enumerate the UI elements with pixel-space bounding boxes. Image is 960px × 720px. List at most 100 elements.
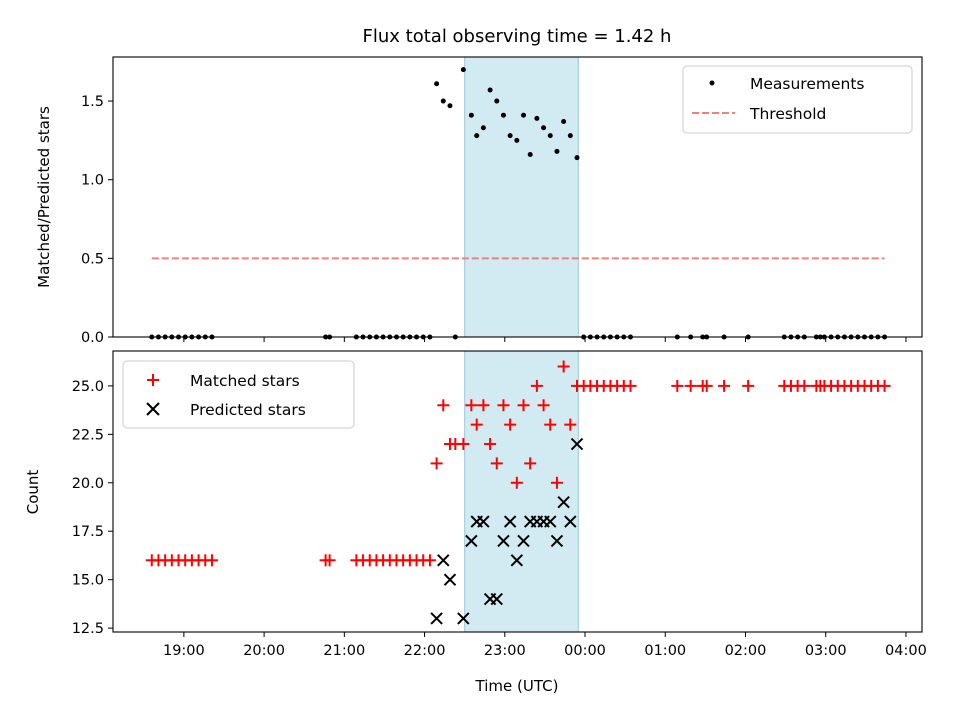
measurement-point xyxy=(527,152,533,158)
measurement-point xyxy=(494,98,500,104)
top-x-ticks xyxy=(183,337,907,342)
matched-star-point xyxy=(517,399,530,412)
top-panel: 0.0 0.5 1.0 1.5 Matched/Predicted stars Mea… xyxy=(35,56,923,346)
predicted-star-point xyxy=(544,515,557,528)
matched-star-point xyxy=(457,438,470,451)
x-tick-label: 02:00 xyxy=(725,643,767,659)
bottom-y-tick-label: 17.5 xyxy=(72,524,104,540)
matched-star-point xyxy=(700,379,713,392)
predicted-star-point xyxy=(465,534,478,548)
matched-star-point xyxy=(742,379,755,392)
legend-predicted-marker xyxy=(146,402,160,416)
legend-matched-label: Matched stars xyxy=(190,372,300,390)
measurement-point xyxy=(554,148,560,154)
measurement-point xyxy=(507,133,513,139)
matched-star-point xyxy=(490,457,503,470)
bottom-y-tick-label: 22.5 xyxy=(72,427,104,443)
measurement-point xyxy=(487,87,493,93)
predicted-star-point xyxy=(497,534,510,548)
matched-star-point xyxy=(544,418,557,431)
top-y-ticks: 0.0 0.5 1.0 1.5 xyxy=(81,94,113,346)
measurement-point xyxy=(440,98,446,104)
predicted-star-point xyxy=(557,495,570,509)
bottom-y-tick-label: 12.5 xyxy=(72,621,104,637)
matched-star-point xyxy=(564,418,577,431)
matched-star-point xyxy=(684,379,697,392)
matched-star-point xyxy=(423,554,436,567)
matched-star-point xyxy=(550,476,563,489)
matched-star-point xyxy=(497,399,510,412)
bottom-y-axis-label: Count xyxy=(24,470,42,515)
x-tick-label: 03:00 xyxy=(805,643,847,659)
matched-star-point xyxy=(205,554,218,567)
legend-matched-marker xyxy=(147,374,159,386)
measurement-point xyxy=(500,112,506,118)
top-y-tick-label: 1.5 xyxy=(81,94,104,110)
matched-star-point xyxy=(430,457,443,470)
measurement-point xyxy=(547,133,553,139)
predicted-star-point xyxy=(564,515,577,528)
predicted-star-point xyxy=(517,534,530,548)
matched-star-point xyxy=(624,379,637,392)
top-marks xyxy=(149,67,888,340)
measurement-point xyxy=(460,67,466,73)
matched-star-point xyxy=(798,379,811,392)
x-tick-label: 00:00 xyxy=(564,643,606,659)
measurement-point xyxy=(514,137,520,143)
top-shaded-region xyxy=(464,56,579,338)
predicted-star-point xyxy=(457,612,470,625)
matched-star-point xyxy=(537,399,550,412)
matched-star-point xyxy=(437,399,450,412)
predicted-star-point xyxy=(437,554,450,567)
bottom-legend: Matched stars Predicted stars xyxy=(122,360,355,429)
matched-star-point xyxy=(465,399,478,412)
matched-star-point xyxy=(557,360,570,373)
measurement-point xyxy=(561,118,567,124)
measurement-point xyxy=(447,103,453,109)
predicted-star-point xyxy=(477,515,490,528)
top-axes-frame xyxy=(112,56,923,338)
bottom-legend-box xyxy=(122,360,355,429)
bottom-y-tick-label: 25.0 xyxy=(72,379,104,395)
matched-star-point xyxy=(530,379,543,392)
matched-star-point xyxy=(477,399,490,412)
x-axis-label: Time (UTC) xyxy=(475,677,559,695)
x-tick-label: 23:00 xyxy=(484,643,526,659)
predicted-star-point xyxy=(490,592,503,606)
bottom-y-tick-label: 20.0 xyxy=(72,476,104,492)
predicted-star-point xyxy=(550,534,564,548)
measurement-point xyxy=(541,125,547,131)
legend-measurements-marker xyxy=(709,80,715,86)
predicted-star-point xyxy=(443,573,457,586)
top-y-axis-label: Matched/Predicted stars xyxy=(35,106,53,288)
predicted-star-point xyxy=(570,437,584,451)
predicted-star-point xyxy=(510,554,524,567)
top-y-tick-label: 0.0 xyxy=(81,330,104,346)
bottom-y-ticks: 12.5 15.0 17.5 20.0 22.5 25.0 xyxy=(72,379,113,637)
bottom-x-ticks: 19:00 20:00 21:00 22:00 23:00 00:00 01:00 02:00… xyxy=(163,632,927,659)
legend-threshold-label: Threshold xyxy=(749,105,826,123)
matched-star-point xyxy=(504,418,517,431)
measurement-point xyxy=(480,125,486,131)
x-tick-label: 19:00 xyxy=(163,643,205,659)
measurement-point xyxy=(474,133,480,139)
legend-measurements-label: Measurements xyxy=(750,75,865,93)
matched-star-point xyxy=(878,379,891,392)
matched-star-point xyxy=(671,379,684,392)
x-tick-label: 01:00 xyxy=(644,643,686,659)
bottom-marks xyxy=(145,360,891,625)
x-tick-label: 20:00 xyxy=(243,643,285,659)
predicted-star-point xyxy=(503,515,517,528)
x-tick-label: 22:00 xyxy=(404,643,446,659)
x-tick-label: 21:00 xyxy=(323,643,365,659)
bottom-y-tick-label: 15.0 xyxy=(72,573,104,589)
x-tick-label: 04:00 xyxy=(885,643,927,659)
top-legend: Measurements Threshold xyxy=(682,65,913,134)
matched-star-point xyxy=(510,476,523,489)
measurement-point xyxy=(567,133,573,139)
matched-star-point xyxy=(484,438,497,451)
predicted-star-point xyxy=(430,612,443,625)
matched-star-point xyxy=(323,554,336,567)
top-y-tick-label: 0.5 xyxy=(81,251,104,267)
